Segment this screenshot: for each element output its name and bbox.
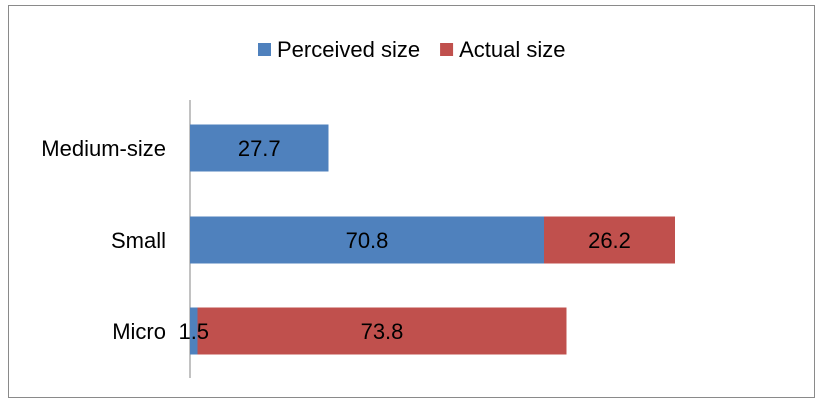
legend-swatch-1 [440,43,454,56]
bar [190,124,329,172]
bar [190,216,544,264]
data-label: 73.8 [361,319,404,344]
legend-swatch-0 [258,43,271,56]
bar [544,216,675,264]
category-labels: Medium-size Small Micro [41,136,166,344]
bars [190,124,675,355]
legend-label-1: Actual size [459,37,565,62]
data-label: 70.8 [346,228,389,253]
category-label: Medium-size [41,136,166,161]
bar [190,307,198,355]
data-label: 27.7 [238,136,281,161]
data-labels: 27.7 70.8 26.2 1.5 73.8 [178,136,630,344]
legend-label-0: Perceived size [277,37,420,62]
category-label: Micro [112,319,166,344]
data-label: 26.2 [588,228,631,253]
data-label: 1.5 [178,319,209,344]
category-label: Small [111,228,166,253]
legend: Perceived size Actual size [258,37,565,62]
bar [197,307,567,355]
